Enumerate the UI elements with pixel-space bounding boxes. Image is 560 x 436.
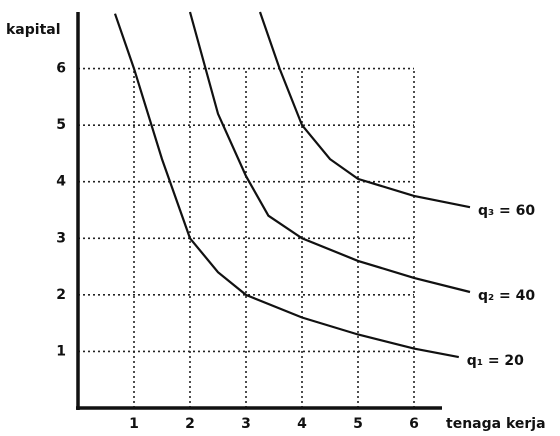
x-tick-label: 1 bbox=[129, 416, 139, 432]
y-tick-label: 6 bbox=[56, 61, 66, 77]
isoquant-curve bbox=[188, 11, 471, 294]
x-tick-label: 3 bbox=[241, 416, 251, 432]
isoquant-curve bbox=[258, 11, 471, 209]
curve-label: q₁ = 20 bbox=[467, 353, 524, 369]
y-tick-label: 3 bbox=[56, 230, 66, 246]
x-tick-label: 6 bbox=[409, 416, 419, 432]
curve-label: q₂ = 40 bbox=[478, 288, 535, 304]
x-axis-label: tenaga kerja bbox=[446, 416, 546, 432]
y-tick-label: 1 bbox=[56, 343, 66, 359]
y-tick-label: 5 bbox=[56, 117, 66, 133]
x-tick-label: 2 bbox=[185, 416, 195, 432]
y-tick-label: 4 bbox=[56, 174, 66, 190]
curve-label: q₃ = 60 bbox=[478, 203, 535, 219]
isoquant-curve bbox=[113, 13, 460, 359]
x-tick-label: 5 bbox=[353, 416, 363, 432]
y-axis-label: kapital bbox=[6, 22, 61, 38]
x-tick-label: 4 bbox=[297, 416, 307, 432]
y-tick-label: 2 bbox=[56, 287, 66, 303]
